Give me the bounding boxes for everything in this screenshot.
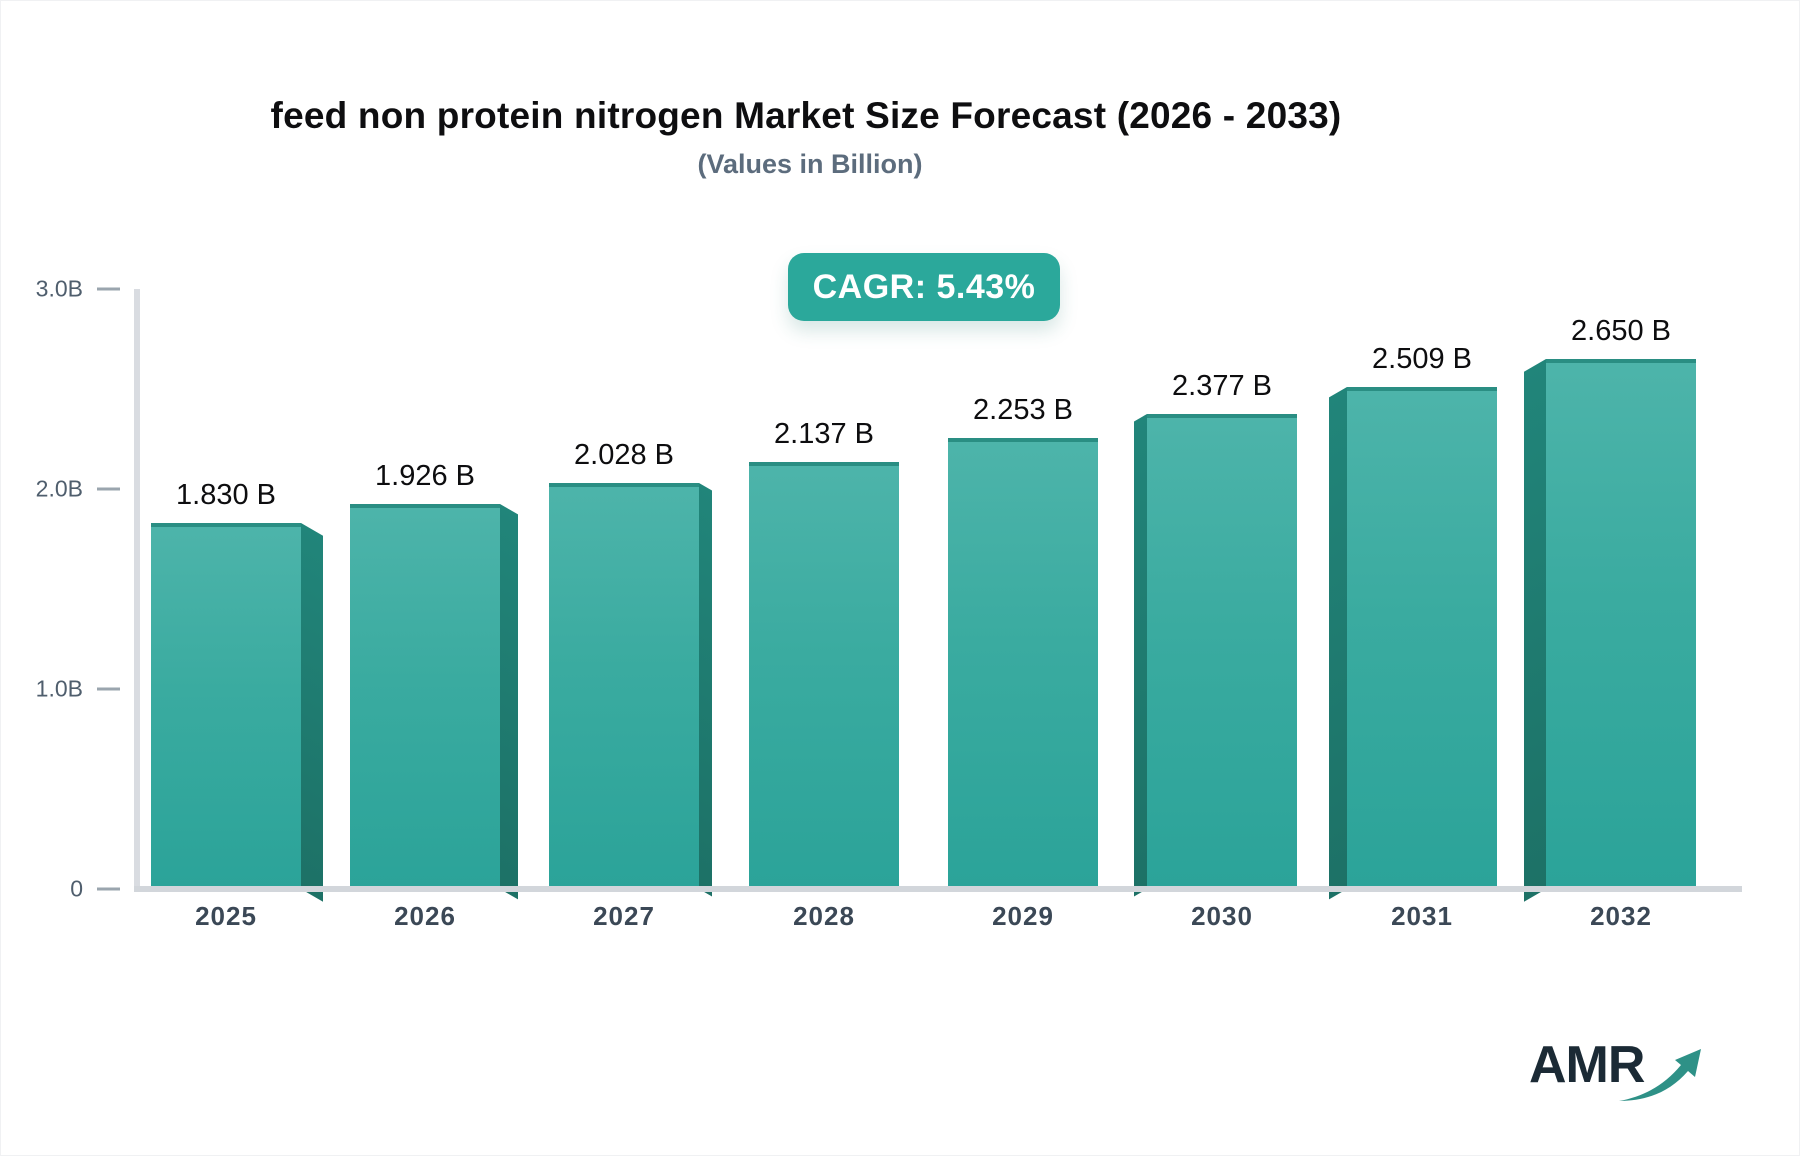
chart-subtitle: (Values in Billion): [697, 149, 923, 179]
y-tick-mark: [97, 287, 120, 291]
bar-value-label: 2.253 B: [973, 394, 1073, 427]
y-tick-mark: [97, 687, 120, 691]
bar-side-3d: [699, 483, 712, 897]
x-tick-label: 2025: [195, 901, 257, 931]
y-tick-mark: [97, 487, 120, 491]
x-tick-label: 2026: [394, 901, 456, 931]
y-tick-mark: [97, 887, 120, 891]
bar-2030: [1147, 413, 1297, 889]
x-tick-label: 2031: [1391, 901, 1453, 931]
y-tick-label: 0: [70, 875, 83, 902]
bar-value-label: 2.509 B: [1372, 343, 1472, 376]
bar-side-3d: [1329, 387, 1347, 900]
bar-value-label: 2.028 B: [574, 439, 674, 472]
bar-value-label: 2.137 B: [774, 417, 874, 450]
cagr-badge: CAGR: 5.43%: [788, 253, 1060, 321]
bar-2026: [350, 503, 500, 889]
amr-logo-arrow-icon: [1619, 1049, 1701, 1101]
bar-value-label: 1.830 B: [176, 479, 276, 511]
bar-2028: [749, 461, 899, 889]
bar-side-3d: [1524, 359, 1546, 902]
y-tick-label: 3.0B: [35, 275, 83, 302]
x-tick-label: 2030: [1191, 901, 1253, 931]
bar-value-label: 2.650 B: [1571, 315, 1671, 347]
bar-side-3d: [301, 523, 323, 902]
x-tick-label: 2032: [1590, 901, 1652, 931]
y-tick-label: 2.0B: [35, 475, 83, 502]
bar-2031: [1347, 387, 1497, 889]
chart-title: feed non protein nitrogen Market Size Fo…: [270, 95, 1342, 136]
amr-logo: AMR: [1529, 1035, 1719, 1115]
amr-logo-text: AMR: [1529, 1036, 1645, 1094]
bar-2032: [1546, 359, 1696, 889]
y-axis-line: [134, 289, 140, 889]
bar-2025: [151, 523, 301, 889]
bar-2029: [948, 438, 1098, 889]
x-tick-label: 2029: [992, 901, 1054, 931]
bar-value-label: 2.377 B: [1172, 369, 1272, 402]
x-tick-label: 2027: [593, 901, 655, 931]
cagr-badge-label: CAGR: 5.43%: [812, 267, 1036, 306]
y-tick-label: 1.0B: [35, 675, 83, 702]
x-tick-label: 2028: [793, 901, 855, 931]
bar-side-3d: [1134, 413, 1147, 897]
bar-2027: [549, 483, 699, 889]
bar-value-label: 1.926 B: [375, 459, 475, 492]
x-axis-line: [134, 886, 1742, 892]
bar-side-3d: [500, 503, 518, 900]
